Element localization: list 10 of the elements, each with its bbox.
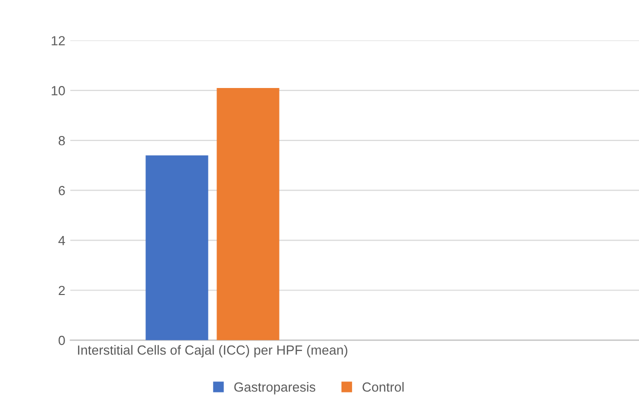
y-tick-label: 6 — [58, 186, 65, 196]
y-tick-label: 0 — [58, 336, 65, 346]
x-tick-label: Interstitial Cells of Cajal (ICC) per HPF (mean) — [78, 345, 348, 358]
y-tick-label: 2 — [58, 286, 65, 296]
y-tick-label: 4 — [58, 236, 66, 246]
y-tick-label: 12 — [52, 36, 65, 46]
legend-label: Gastroparesis — [234, 382, 316, 394]
legend-label: Control — [362, 382, 404, 392]
y-tick-label: 8 — [58, 136, 65, 146]
y-tick-label: 10 — [52, 86, 65, 96]
